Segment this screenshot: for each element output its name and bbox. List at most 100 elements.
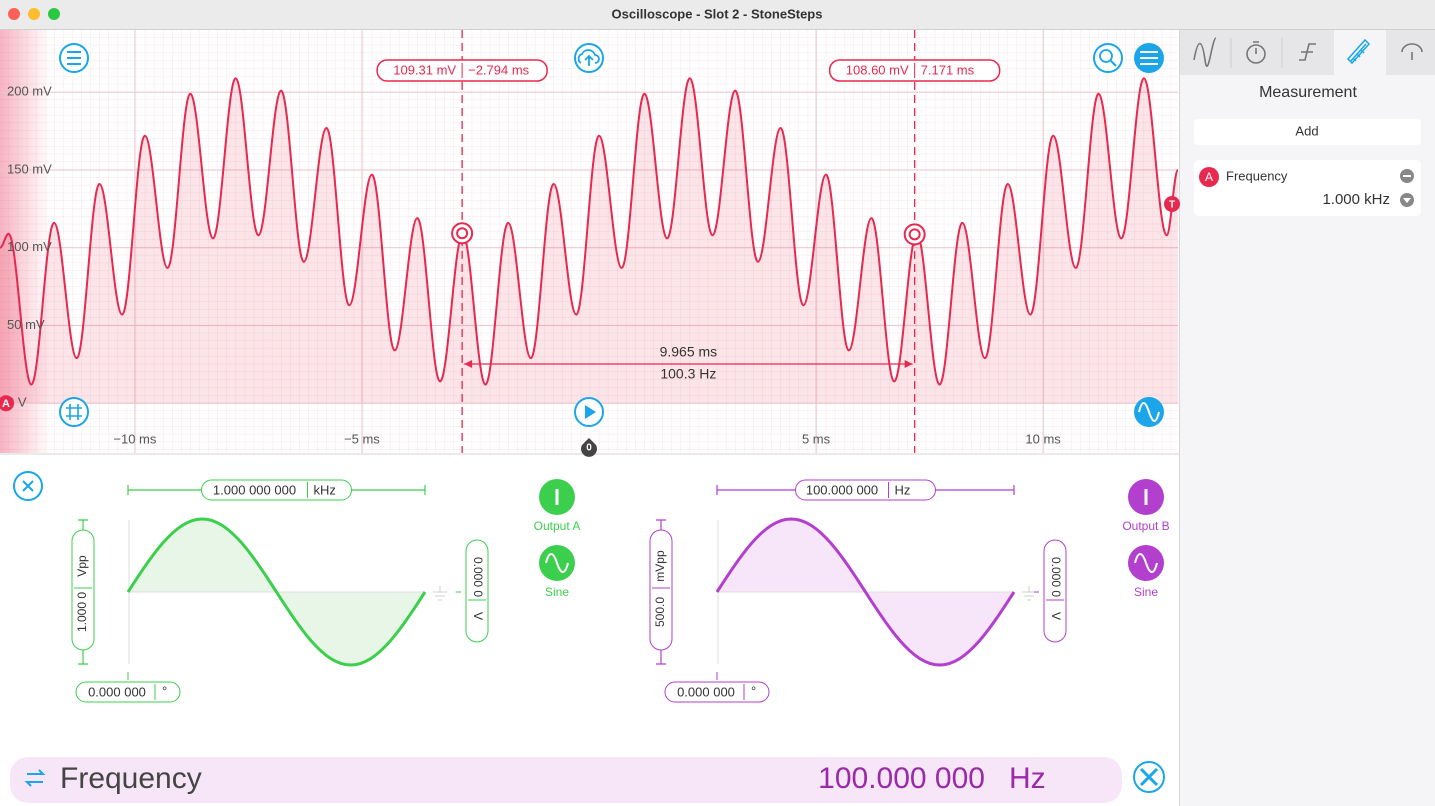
- x-tick-label: 5 ms: [802, 431, 831, 446]
- offset-value: 0.000 0: [1049, 557, 1063, 597]
- side-panel: [1180, 30, 1435, 806]
- title-bar: [0, 0, 1435, 29]
- phase-unit: °: [751, 683, 756, 698]
- y-tick-label: 200 mV: [7, 84, 52, 99]
- grid-icon: [66, 404, 82, 420]
- channel-badge: [1199, 167, 1219, 187]
- output-label: Output A: [534, 519, 581, 533]
- measurement-card: [1194, 160, 1421, 216]
- waveform: [715, 517, 1016, 667]
- x-tick-label: 10 ms: [1025, 431, 1061, 446]
- cursor-marker[interactable]: [451, 222, 474, 245]
- zero-marker[interactable]: [581, 438, 597, 457]
- y-tick-label: 150 mV: [7, 161, 52, 176]
- offset-value: 0.000 0: [471, 557, 485, 597]
- waveform-icon: [545, 553, 569, 573]
- amplitude-value: 500.0: [653, 597, 667, 627]
- cursor-value: 108.60 mV: [846, 62, 909, 77]
- ground-icon: [1022, 586, 1036, 601]
- amplitude-unit: Vpp: [75, 555, 89, 577]
- play-icon: [585, 405, 596, 419]
- scope-icons: [59, 43, 1164, 427]
- cursor-value: 109.31 mV: [393, 62, 456, 77]
- waveform: [126, 517, 427, 667]
- trace-fill: [0, 78, 1178, 404]
- panel-title: Measurement: [1259, 84, 1357, 101]
- cursor-time: 7.171 ms: [921, 62, 975, 77]
- ground-icon: [433, 586, 447, 601]
- tab-trigger[interactable]: [1299, 43, 1316, 61]
- bottom-bar: [10, 757, 1122, 803]
- frequency-value: 1.000 000 000: [213, 482, 296, 497]
- channel-marker: [0, 395, 14, 412]
- minor-grid: [0, 30, 1178, 453]
- phase-pill[interactable]: [664, 681, 770, 703]
- measurement-name: Frequency: [1226, 168, 1288, 183]
- delta-frequency: 100.3 Hz: [660, 366, 716, 382]
- waveform-icon: [1134, 553, 1158, 573]
- tab-timer[interactable]: [1246, 44, 1266, 64]
- measurement-value: 1.000 kHz: [1322, 191, 1390, 208]
- zero-label: 0: [586, 443, 592, 454]
- phase-pill[interactable]: [75, 681, 181, 703]
- phase-unit: °: [162, 683, 167, 698]
- frequency-pill[interactable]: [795, 479, 936, 501]
- cursor-marker-inner: [908, 228, 921, 241]
- waveform-label: Sine: [545, 585, 569, 599]
- left-fade: [0, 30, 50, 453]
- x-tick-label: −10 ms: [113, 431, 156, 446]
- offset-pill[interactable]: [465, 539, 489, 643]
- phase-value: 0.000 000: [88, 684, 146, 699]
- trace: [0, 77, 1178, 386]
- amplitude-pill[interactable]: [71, 529, 95, 651]
- window-title: Oscilloscope - Slot 2 - StoneSteps: [612, 6, 823, 21]
- tools-icon: [1139, 767, 1159, 787]
- zoom-button[interactable]: [1093, 43, 1123, 73]
- cloud-icon: [577, 49, 600, 66]
- generator: 1.000 000 000 kHz Vpp 1.000 0 0.000 0 V 0.000 …: [71, 479, 1170, 703]
- tab-gauge[interactable]: [1401, 43, 1423, 60]
- tab-wave[interactable]: [1193, 37, 1217, 67]
- close-icon: [22, 480, 34, 492]
- tab-selected[interactable]: [1334, 30, 1386, 75]
- channel-letter: A: [1205, 170, 1213, 184]
- minimize-window[interactable]: [28, 8, 40, 20]
- sine-icon: [1138, 402, 1160, 422]
- cursor-marker[interactable]: [903, 223, 926, 246]
- add-button[interactable]: [1194, 119, 1421, 145]
- cursor-time: −2.794 ms: [468, 62, 530, 77]
- delta-time: 9.965 ms: [660, 344, 718, 360]
- add-label: Add: [1295, 123, 1318, 138]
- offset-pill[interactable]: [1043, 539, 1067, 643]
- frequency-pill[interactable]: [201, 479, 352, 501]
- amplitude-value: 1.000 0: [75, 592, 89, 632]
- tab-measure[interactable]: [1346, 38, 1371, 65]
- zoom-icon-handle: [1109, 59, 1117, 67]
- amplitude-pill[interactable]: [649, 529, 673, 651]
- tab-timer-hands: [1253, 41, 1259, 54]
- parameter-name: Frequency: [60, 762, 202, 795]
- trigger-label: T: [1169, 200, 1175, 211]
- waveform-label: Sine: [1134, 585, 1158, 599]
- close-window[interactable]: [8, 8, 20, 20]
- expand-icon: [1403, 198, 1411, 203]
- frequency-unit: Hz: [895, 482, 911, 497]
- zoom-window[interactable]: [48, 8, 60, 20]
- trigger-marker[interactable]: [1164, 196, 1180, 212]
- output-label: Output B: [1122, 519, 1169, 533]
- x-tick-label: −5 ms: [344, 431, 380, 446]
- amplitude-unit: mVpp: [653, 550, 667, 582]
- channel-marker-label: A: [2, 398, 10, 410]
- offset-unit: V: [1049, 612, 1063, 620]
- menu-icon: [67, 51, 81, 65]
- swap-icon[interactable]: [24, 769, 46, 787]
- y-tick-label: 50 mV: [7, 317, 45, 332]
- frequency-unit: kHz: [314, 482, 336, 497]
- settings-icon: [1140, 51, 1158, 65]
- cursor-marker-inner: [456, 227, 469, 240]
- phase-value: 0.000 000: [677, 684, 735, 699]
- grid-button[interactable]: [59, 397, 89, 427]
- offset-unit: V: [471, 612, 485, 620]
